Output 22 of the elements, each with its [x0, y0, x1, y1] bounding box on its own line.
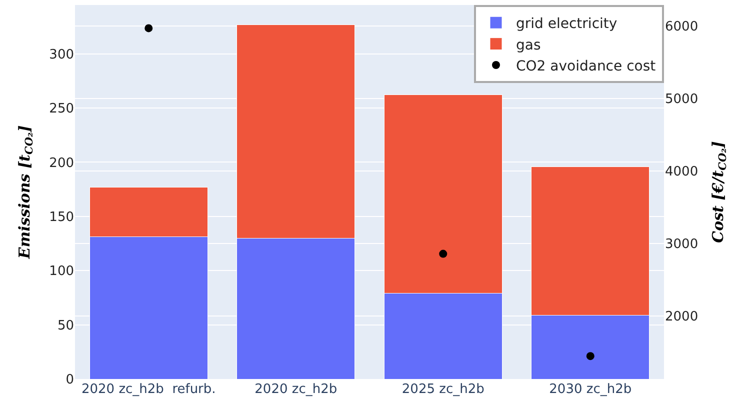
- y2-tick-label: 5000: [665, 92, 698, 108]
- point: [144, 24, 153, 32]
- y-tick-label: 250: [49, 102, 74, 117]
- y2-tick-label: 6000: [665, 20, 698, 35]
- x-tick-label: 2020 zc_h2b: [254, 382, 338, 397]
- y2-tick-label: 3000: [665, 237, 698, 252]
- legend-label: CO2 avoidance cost: [516, 58, 656, 74]
- point: [586, 352, 594, 360]
- y2-tick-label: 4000: [665, 164, 698, 180]
- x-tick-label: 2020 zc_h2b refurb.: [81, 382, 216, 397]
- x-tick-label: 2025 zc_h2b: [402, 382, 484, 397]
- y-tick-label: 200: [49, 156, 74, 171]
- y-tick-label: 100: [49, 264, 74, 280]
- point: [439, 250, 448, 258]
- y-tick-label: 50: [57, 318, 74, 334]
- legend-label: gas: [516, 37, 541, 54]
- legend-label: grid electricity: [516, 16, 618, 32]
- y2-tick-label: 2000: [665, 310, 698, 325]
- x-tick-label: 2030 zc_h2b: [549, 382, 632, 397]
- y-tick-label: 150: [49, 210, 74, 225]
- y-tick-label: 300: [49, 47, 74, 62]
- y-tick-label: 0: [66, 372, 74, 388]
